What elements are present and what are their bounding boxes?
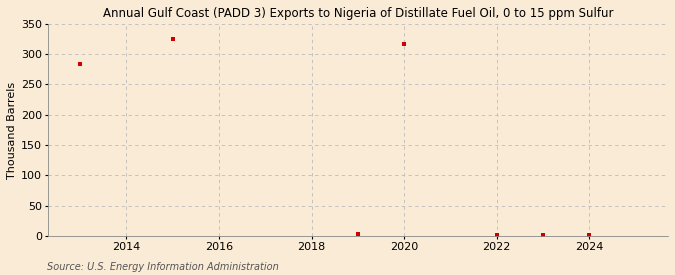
Y-axis label: Thousand Barrels: Thousand Barrels — [7, 81, 17, 178]
Title: Annual Gulf Coast (PADD 3) Exports to Nigeria of Distillate Fuel Oil, 0 to 15 pp: Annual Gulf Coast (PADD 3) Exports to Ni… — [103, 7, 613, 20]
Text: Source: U.S. Energy Information Administration: Source: U.S. Energy Information Administ… — [47, 262, 279, 272]
